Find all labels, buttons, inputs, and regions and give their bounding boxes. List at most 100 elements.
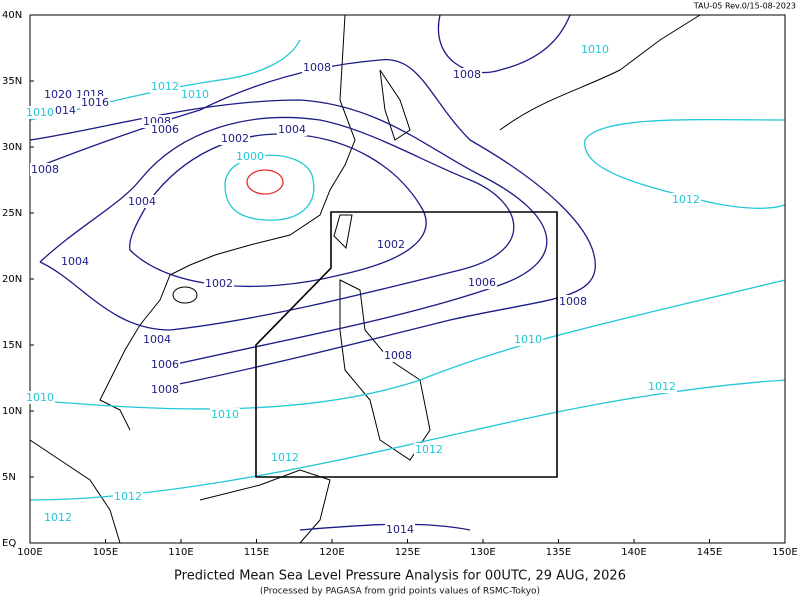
lon-label: 115E: [244, 547, 269, 558]
isobar-label: 1010: [514, 333, 542, 346]
isobar-label: 1016: [81, 96, 109, 109]
isobar-label: 1004: [143, 333, 171, 346]
isobar-label: 1004: [278, 123, 306, 136]
label-background: [150, 383, 180, 396]
title: Predicted Mean Sea Level Pressure Analys…: [174, 569, 626, 584]
isobar-label: 1000: [236, 150, 264, 163]
isobar-label: 1002: [205, 277, 233, 290]
subtitle: (Processed by PAGASA from grid points va…: [260, 587, 540, 597]
label-background: [25, 391, 55, 404]
label-background: [113, 490, 143, 503]
label-background: [43, 511, 73, 524]
label-background: [414, 443, 444, 456]
isobar-label: 1008: [559, 295, 587, 308]
coastline: [99, 14, 356, 431]
label-background: [150, 80, 180, 93]
isobar-label: 1020: [44, 88, 72, 101]
label-background: [558, 295, 588, 308]
par-boundary: [255, 211, 558, 478]
isobar-label: 1008: [384, 349, 412, 362]
lat-label: 15N: [2, 340, 22, 351]
lon-label: 135E: [546, 547, 571, 558]
label-background: [270, 451, 300, 464]
lon-label: 145E: [697, 547, 722, 558]
isobars: [29, 14, 786, 531]
lon-label: 105E: [93, 547, 118, 558]
lat-label: 30N: [2, 142, 22, 153]
borneo: [199, 469, 331, 544]
label-background: [385, 523, 415, 536]
isobar: [246, 169, 284, 195]
label-background: [30, 163, 60, 176]
revision: TAU-05 Rev.0/15-08-2023: [693, 2, 796, 11]
lon-label: 120E: [319, 547, 344, 558]
label-background: [235, 150, 265, 163]
label-background: [302, 61, 332, 74]
label-background: [210, 408, 240, 421]
label-background: [150, 358, 180, 371]
lat-label: 35N: [2, 76, 22, 87]
isobar-label: 1008: [453, 68, 481, 81]
isobar-label: 1004: [61, 255, 89, 268]
isobar-label: 1012: [114, 490, 142, 503]
isobar-label: 1012: [151, 80, 179, 93]
label-background: [376, 238, 406, 251]
isobar: [39, 116, 515, 331]
isobar-label: 1010: [181, 88, 209, 101]
coastline: [499, 14, 701, 131]
hainan: [172, 286, 198, 304]
isobar: [129, 133, 427, 288]
isobar-label: 1010: [26, 391, 54, 404]
isobar-label: 1012: [44, 511, 72, 524]
isobar-label: 1014: [386, 523, 414, 536]
isobar-label: 1002: [377, 238, 405, 251]
label-background: [452, 68, 482, 81]
lat-label: 20N: [2, 274, 22, 285]
label-background: [142, 333, 172, 346]
label-background: [204, 277, 234, 290]
isobar-label: 1006: [151, 358, 179, 371]
label-background: [513, 333, 543, 346]
lon-label: 140E: [621, 547, 646, 558]
isobar-label: 1012: [271, 451, 299, 464]
label-background: [467, 276, 497, 289]
isobar-label: 1010: [581, 43, 609, 56]
isobar-label: 1010: [211, 408, 239, 421]
lat-label: 40N: [2, 10, 22, 21]
isobar-label: 1012: [672, 193, 700, 206]
isobar-label: 1008: [31, 163, 59, 176]
lon-label: 130E: [470, 547, 495, 558]
isobar-label: 1008: [303, 61, 331, 74]
isobar-label: 1010: [26, 106, 54, 119]
label-background: [383, 349, 413, 362]
lat-label: 10N: [2, 406, 22, 417]
lon-label: 100E: [17, 547, 42, 558]
isobar: [437, 14, 571, 74]
coastline: [29, 439, 121, 544]
taiwan: [333, 214, 353, 250]
lat-label: EQ: [2, 538, 16, 549]
lon-label: 110E: [168, 547, 193, 558]
label-background: [150, 123, 180, 136]
isobar-label: 1004: [128, 195, 156, 208]
lon-label: 125E: [395, 547, 420, 558]
label-background: [80, 96, 110, 109]
lat-label: 25N: [2, 208, 22, 219]
isobar: [29, 379, 786, 501]
coastline: [379, 69, 411, 141]
isobar-label: 1012: [415, 443, 443, 456]
label-background: [277, 123, 307, 136]
isobar: [29, 279, 786, 410]
label-background: [671, 193, 701, 206]
lon-label: 150E: [772, 547, 797, 558]
label-background: [127, 195, 157, 208]
isobar-label: 1012: [648, 380, 676, 393]
label-background: [220, 132, 250, 145]
isobar: [584, 118, 786, 209]
label-background: [647, 380, 677, 393]
isobar-label: 1008: [151, 383, 179, 396]
isobar-label: 1002: [221, 132, 249, 145]
label-background: [60, 255, 90, 268]
